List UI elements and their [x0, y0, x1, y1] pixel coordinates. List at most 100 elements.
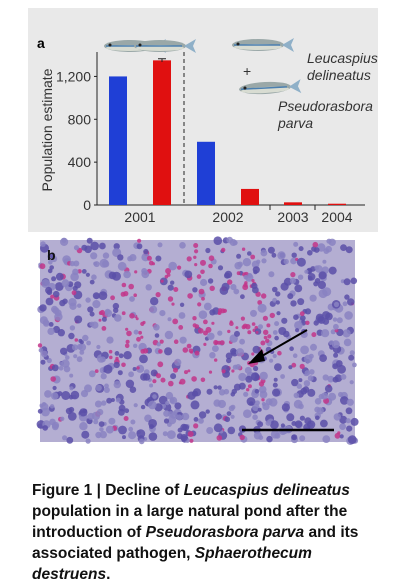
- cell: [205, 247, 211, 254]
- cell: [257, 303, 267, 313]
- cell: [256, 259, 261, 264]
- cell: [141, 270, 150, 279]
- cell: [214, 358, 218, 362]
- cell: [340, 374, 347, 380]
- cell: [92, 292, 100, 300]
- cell: [77, 303, 82, 308]
- cell: [269, 358, 274, 363]
- cell: [299, 311, 305, 317]
- cell: [333, 301, 340, 308]
- cell: [99, 427, 104, 432]
- cell: [245, 375, 253, 383]
- cell: [188, 348, 194, 354]
- cell: [61, 391, 71, 400]
- cell: [272, 388, 281, 397]
- cell: [138, 438, 145, 445]
- cell: [42, 319, 50, 326]
- cell: [58, 366, 64, 371]
- cell: [157, 361, 164, 368]
- arrow-head: [248, 349, 265, 364]
- cell: [310, 343, 317, 351]
- cell: [207, 278, 214, 284]
- cell: [203, 302, 212, 311]
- cell: [108, 349, 113, 354]
- cell: [103, 364, 113, 374]
- cell: [247, 384, 252, 389]
- cell: [252, 345, 261, 354]
- cell: [198, 328, 204, 334]
- cell: [180, 434, 188, 442]
- cell: [134, 270, 138, 274]
- cell: [203, 319, 208, 325]
- cell: [168, 380, 174, 387]
- cell: [198, 411, 207, 419]
- cell: [349, 350, 355, 356]
- cell: [176, 414, 183, 421]
- y-tick-label: 1,200: [56, 68, 91, 84]
- cell: [151, 262, 155, 266]
- cell: [334, 374, 343, 383]
- cell: [189, 438, 194, 443]
- cell: [293, 241, 299, 247]
- cell: [69, 386, 74, 391]
- cell: [91, 274, 97, 281]
- cell: [261, 293, 267, 299]
- cell: [276, 311, 281, 316]
- cell: [60, 347, 68, 355]
- cell: [322, 374, 329, 381]
- cell: [333, 413, 341, 421]
- cell: [138, 330, 143, 335]
- cell: [136, 243, 143, 250]
- cell: [307, 388, 316, 397]
- cell: [90, 252, 98, 260]
- cell: [160, 377, 166, 383]
- cell: [332, 317, 338, 322]
- cell: [216, 435, 223, 441]
- cell: [319, 354, 327, 362]
- cell: [102, 252, 110, 259]
- cell: [121, 282, 127, 288]
- cell: [50, 376, 56, 382]
- cell: [152, 379, 157, 384]
- cell: [187, 431, 194, 437]
- cell: [252, 286, 259, 294]
- cell: [286, 413, 295, 422]
- arrow: [254, 329, 308, 361]
- cell: [192, 316, 197, 321]
- cell: [200, 259, 206, 266]
- cell: [121, 362, 126, 368]
- cell: [192, 287, 198, 293]
- cell: [124, 343, 130, 349]
- cell: [48, 260, 53, 265]
- cell: [242, 258, 252, 267]
- cell: [163, 410, 170, 417]
- cell: [128, 283, 134, 290]
- cell: [271, 252, 277, 258]
- cell: [251, 322, 256, 326]
- cell: [220, 308, 226, 314]
- cell: [219, 340, 225, 346]
- cell: [328, 266, 337, 275]
- cell: [109, 355, 113, 360]
- cell: [258, 324, 263, 330]
- cell: [208, 255, 215, 261]
- cell: [125, 339, 130, 344]
- cell: [100, 356, 106, 363]
- cell: [45, 286, 53, 294]
- cell: [252, 403, 260, 412]
- cell: [192, 323, 197, 328]
- cell: [300, 387, 308, 395]
- cell: [59, 299, 66, 307]
- cell: [291, 434, 298, 441]
- cell: [89, 279, 95, 285]
- cell: [219, 286, 229, 295]
- cell: [125, 327, 129, 331]
- cell: [74, 315, 83, 324]
- cell: [164, 330, 174, 340]
- cell: [312, 241, 319, 248]
- cell: [50, 294, 55, 299]
- cell: [333, 323, 339, 330]
- cell: [133, 343, 138, 348]
- cell: [243, 409, 252, 419]
- cell: [169, 397, 175, 403]
